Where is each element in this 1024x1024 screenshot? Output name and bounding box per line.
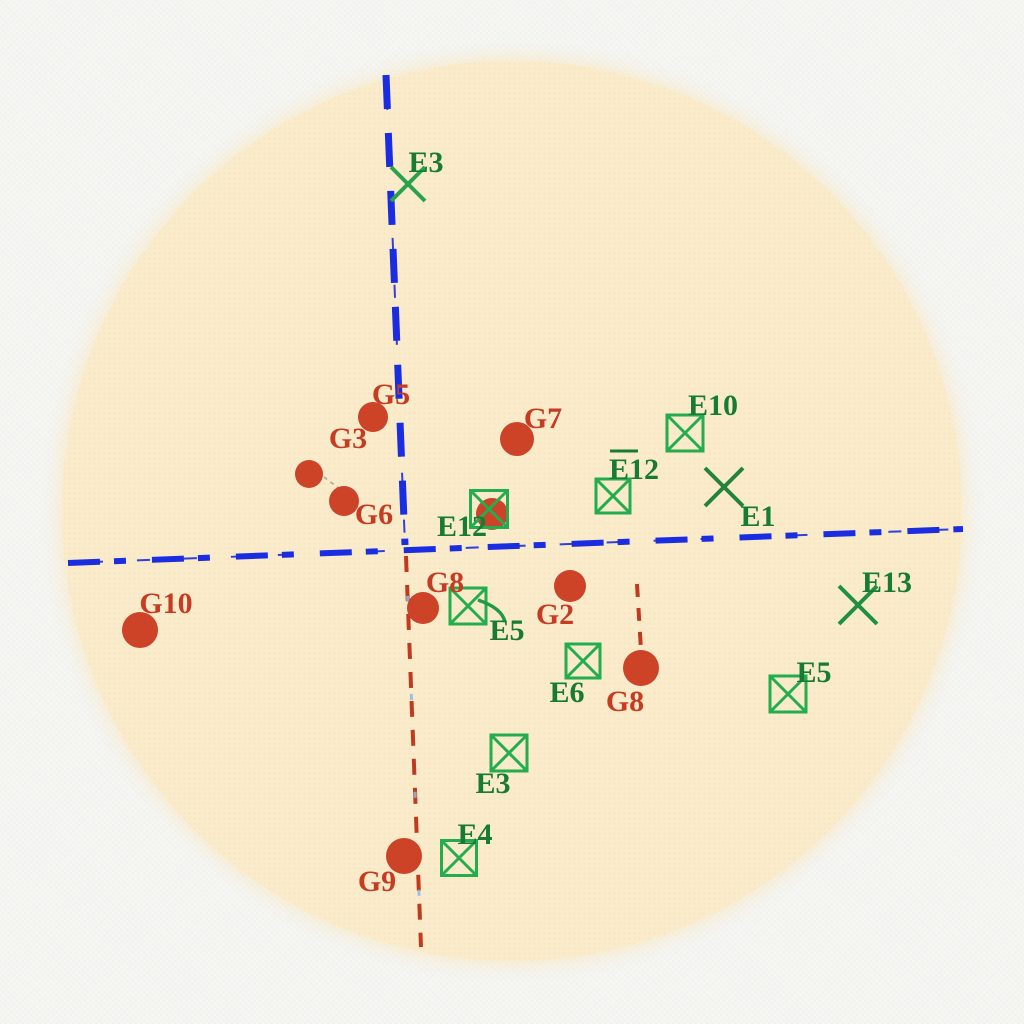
horizontal-blue-axis-thin (67, 528, 964, 564)
marker-E5-5 (448, 586, 488, 626)
marker-E3-0 (389, 165, 427, 203)
point-label-E4-10: E4 (457, 818, 492, 851)
point-label-G5-0: G5 (372, 378, 410, 411)
marker-E10-1 (665, 413, 705, 453)
marker-G5-0 (358, 402, 388, 432)
marker-G3-1 (295, 460, 323, 488)
point-label-G2-4: G2 (536, 598, 574, 631)
label-connector-E5 (477, 598, 507, 623)
marker-G2-4 (554, 570, 586, 602)
vertical-blue-axis-thin (385, 74, 406, 546)
point-label-E12-4: E12 (437, 510, 487, 543)
marker-E1-3 (703, 466, 745, 508)
point-label-G10-6: G10 (139, 587, 192, 620)
marker-G10-6 (122, 612, 158, 648)
marker-E12-4 (469, 489, 509, 529)
point-label-E3-0: E3 (408, 146, 443, 179)
point-label-G8-7: G8 (606, 685, 644, 718)
point-label-E6-7: E6 (549, 676, 584, 709)
marker-E13-6 (837, 584, 879, 626)
marker-E4-10 (440, 839, 478, 877)
marker-G6-2 (329, 486, 359, 516)
marker-G7-3 (500, 422, 534, 456)
point-label-G8-5: G8 (426, 566, 464, 599)
point-label-E12-2: E12 (609, 453, 659, 486)
point-label-G3-1: G3 (329, 422, 367, 455)
marker-E3-9 (489, 733, 529, 773)
marker-E6-7 (564, 642, 602, 680)
vertical-red-axis (404, 555, 423, 948)
point-label-G7-3: G7 (524, 402, 562, 435)
point-label-E5-5: E5 (489, 614, 524, 647)
point-label-E1-3: E1 (740, 500, 775, 533)
point-label-E3-9: E3 (475, 767, 510, 800)
point-label-G9-8: G9 (358, 865, 396, 898)
marker-G9-8 (386, 838, 422, 874)
point-label-E5-8: E5 (796, 656, 831, 689)
point-label-E13-6: E13 (862, 566, 912, 599)
red-segment (635, 583, 643, 651)
circular-background-disk (62, 61, 962, 961)
point-label-G6-2: G6 (355, 498, 393, 531)
marker-G8-7 (623, 650, 659, 686)
point-label-E10-1: E10 (688, 389, 738, 422)
marker-E12-2 (594, 477, 632, 515)
marker-E5-8 (768, 674, 808, 714)
marker-G8-5 (407, 592, 439, 624)
